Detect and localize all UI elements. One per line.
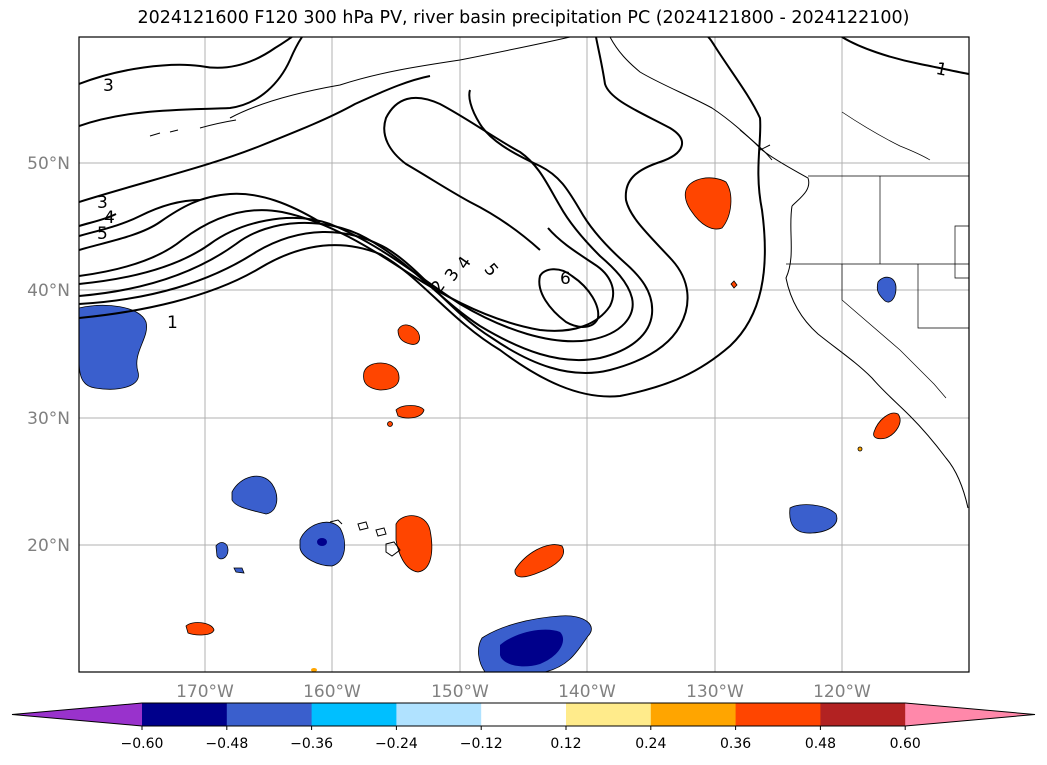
precip-blob [79, 305, 147, 390]
pv-contour [79, 89, 654, 362]
colorbar-segment [735, 703, 821, 726]
colorbar-tick-label: 0.48 [805, 736, 836, 752]
colorbar-extend-low [12, 703, 142, 726]
pv-contour [538, 268, 600, 328]
gridlines [79, 37, 969, 672]
precip-blob [363, 362, 400, 391]
lon-label: 150°W [431, 682, 489, 702]
pv-contour-label: 6 [560, 269, 571, 289]
pv-contour [79, 37, 689, 374]
colorbar-segment [226, 703, 313, 726]
colorbar-tick-label: 0.36 [720, 736, 751, 752]
pv-contour [79, 209, 615, 332]
precip-blob [684, 177, 732, 230]
pv-contour [79, 213, 117, 227]
colorbar-segment [311, 703, 397, 726]
lon-label: 140°W [558, 682, 616, 702]
precip-blob [873, 412, 901, 440]
pv-contours [79, 37, 969, 398]
pv-contour-label: 1 [934, 59, 949, 81]
lat-label: 50°N [27, 154, 70, 174]
colorbar: −0.60 −0.48 −0.36 −0.24 −0.12 0.12 0.24 0.36 0.4… [11, 702, 1036, 752]
pv-contour [79, 192, 321, 251]
pv-contour-label: 4 [104, 208, 115, 228]
precip-blob [876, 276, 897, 303]
lon-label: 120°W [813, 682, 871, 702]
precip-blob [397, 324, 420, 345]
lat-labels: 50°N 40°N 30°N 20°N [27, 154, 70, 556]
precip-dot [387, 421, 393, 427]
coastlines [149, 37, 969, 509]
precip-blob [789, 504, 838, 534]
hawaii-islands [329, 519, 401, 557]
precip-blob [514, 544, 564, 578]
map-title: 2024121600 F120 300 hPa PV, river basin … [137, 8, 910, 28]
precip-dot [857, 446, 863, 452]
lon-label: 130°W [686, 682, 744, 702]
precip-blob [215, 542, 229, 560]
colorbar-tick-label: −0.24 [375, 736, 418, 752]
colorbar-tick-label: −0.36 [290, 736, 333, 752]
colorbar-segment [396, 703, 482, 726]
colorbar-tick-label: −0.60 [121, 736, 164, 752]
colorbar-tick-label: 0.12 [550, 736, 581, 752]
precip-blob [233, 567, 245, 574]
colorbar-segment [566, 703, 652, 726]
pv-contour [79, 37, 766, 398]
pv-contour [79, 199, 201, 237]
pv-contour [841, 37, 969, 75]
precip-blob [395, 515, 433, 573]
lat-label: 40°N [27, 281, 70, 301]
pv-contour-label: 1 [167, 313, 178, 333]
lon-label: 160°W [303, 682, 361, 702]
colorbar-segment [481, 703, 567, 726]
colorbar-segment [820, 703, 906, 726]
colorbar-tick-label: −0.12 [460, 736, 503, 752]
precip-core [500, 629, 564, 667]
lat-label: 30°N [27, 409, 70, 429]
colorbar-tick-label: 0.24 [635, 736, 666, 752]
pv-contour-label: 5 [97, 224, 108, 244]
colorbar-tick-label: 0.60 [890, 736, 921, 752]
precip-blob [185, 622, 215, 636]
pv-contour-label: 3 [103, 76, 114, 96]
pv-contour [79, 37, 293, 85]
map-frame [78, 36, 970, 673]
state-borders [786, 111, 969, 399]
colorbar-tick-label: −0.48 [205, 736, 248, 752]
colorbar-segment [142, 703, 228, 726]
precip-blob [395, 405, 425, 419]
precip-blob [231, 475, 278, 515]
precip-dot [311, 668, 317, 672]
precip-negative-areas [79, 276, 897, 672]
pv-contour [79, 37, 303, 127]
pv-contour-label: 3 [97, 193, 108, 213]
colorbar-segment [650, 703, 737, 726]
pv-contour [79, 75, 431, 203]
precip-blob [730, 280, 738, 289]
precip-core [317, 538, 327, 546]
lat-label: 20°N [27, 536, 70, 556]
precip-positive-areas [185, 177, 901, 672]
lon-label: 170°W [176, 682, 234, 702]
colorbar-extend-high [905, 703, 1035, 726]
lon-labels: 170°W 160°W 150°W 140°W 130°W 120°W [176, 682, 871, 702]
